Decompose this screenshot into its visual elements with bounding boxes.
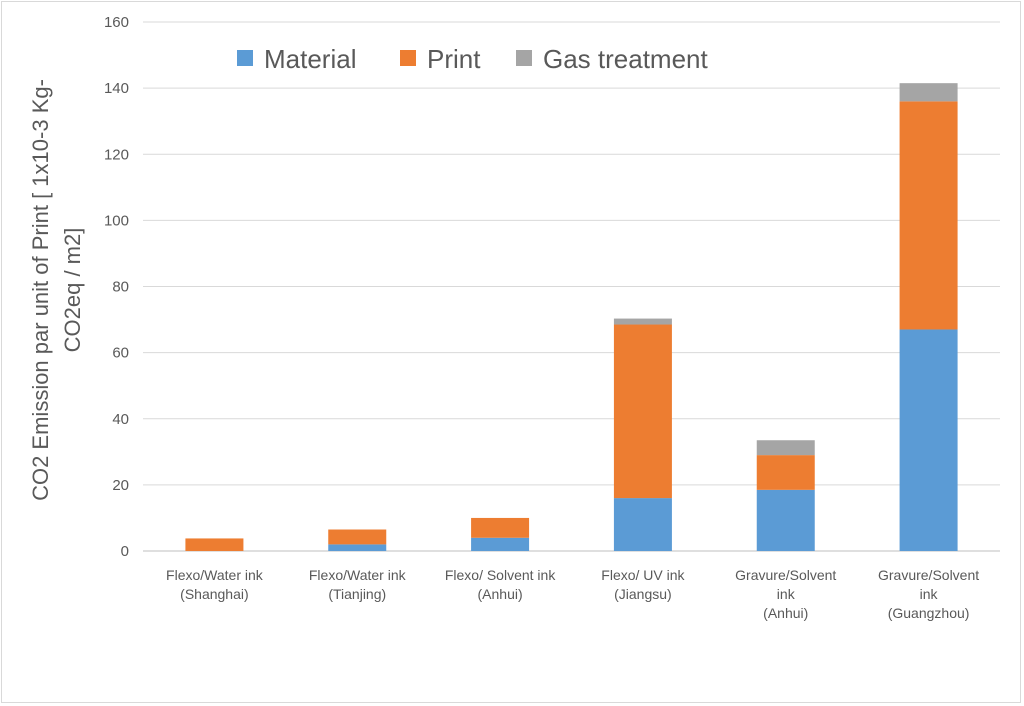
x-category-label: (Jiangsu) [614, 586, 672, 602]
y-tick-label: 80 [112, 279, 129, 296]
x-category-label: (Anhui) [478, 586, 523, 602]
bar-print [899, 101, 958, 330]
bar-print [756, 455, 815, 490]
x-category-label: Flexo/ Solvent ink [445, 567, 556, 583]
bar-gas-treatment [899, 83, 958, 102]
legend-label: Material [264, 44, 356, 74]
bar-print [471, 517, 530, 538]
legend-swatch-material [237, 50, 253, 66]
x-category-label: (Shanghai) [180, 586, 249, 602]
legend-label: Print [427, 44, 481, 74]
x-category-label: Gravure/Solvent [735, 567, 836, 583]
y-tick-label: 40 [112, 411, 129, 428]
y-tick-label: 100 [104, 212, 129, 229]
x-category-label: (Anhui) [763, 605, 808, 621]
y-tick-label: 0 [121, 543, 129, 560]
bar-material [328, 544, 387, 551]
bar-material [613, 498, 672, 551]
x-category-label: Gravure/Solvent [878, 567, 979, 583]
legend-swatch-print [400, 50, 416, 66]
y-tick-label: 140 [104, 80, 129, 97]
bar-print [613, 324, 672, 499]
bar-gas-treatment [756, 440, 815, 456]
bar-material [899, 329, 958, 551]
y-tick-label: 20 [112, 477, 129, 494]
bar-material [756, 489, 815, 551]
bar-gas-treatment [613, 318, 672, 325]
bar-material [471, 537, 530, 551]
x-category-label: ink [777, 586, 796, 602]
bar-print [185, 538, 244, 551]
x-category-label: (Guangzhou) [888, 605, 970, 621]
x-category-label: Flexo/Water ink [166, 567, 264, 583]
x-category-label: ink [920, 586, 939, 602]
x-category-label: Flexo/ UV ink [601, 567, 685, 583]
y-tick-label: 60 [112, 345, 129, 362]
y-tick-label: 160 [104, 14, 129, 31]
legend-swatch-gas-treatment [516, 50, 532, 66]
legend-label: Gas treatment [543, 44, 709, 74]
y-axis-title: CO2 Emission par unit of Print [ 1x10-3 … [28, 79, 53, 501]
bar-print [328, 529, 387, 545]
y-axis-title: CO2eq / m2] [60, 228, 85, 353]
x-category-label: (Tianjing) [328, 586, 386, 602]
x-category-label: Flexo/Water ink [309, 567, 407, 583]
y-tick-label: 120 [104, 146, 129, 163]
